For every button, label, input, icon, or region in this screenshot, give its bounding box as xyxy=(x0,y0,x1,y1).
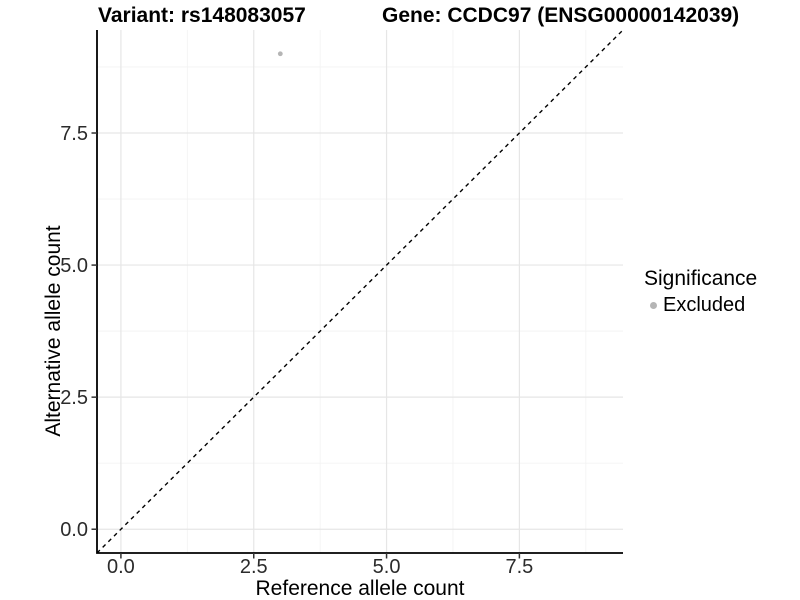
identity-reference-line xyxy=(96,29,624,554)
x-tick-label: 5.0 xyxy=(373,556,401,578)
y-tick-label: 5.0 xyxy=(60,255,88,277)
legend-key xyxy=(644,301,662,309)
plot-title-variant: Variant: rs148083057 xyxy=(98,4,306,27)
y-tick-label: 2.5 xyxy=(60,387,88,409)
plot-title-gene: Gene: CCDC97 (ENSG00000142039) xyxy=(382,4,740,27)
legend-item-label: Excluded xyxy=(663,293,746,316)
axis-lines xyxy=(96,30,623,554)
y-axis-title: Alternative allele count xyxy=(42,225,65,437)
y-tick-label: 0.0 xyxy=(60,519,88,541)
x-tick-label: 7.5 xyxy=(505,556,533,578)
x-axis-title: Reference allele count xyxy=(255,577,465,600)
legend: Significance Excluded xyxy=(644,266,757,317)
data-point xyxy=(277,51,283,57)
legend-key-dot xyxy=(649,301,657,309)
x-tick-label: 0.0 xyxy=(107,556,135,578)
y-tick-label: 7.5 xyxy=(60,123,88,145)
legend-title: Significance xyxy=(644,267,758,290)
x-tick-label: 2.5 xyxy=(240,556,268,578)
legend-item-excluded: Excluded xyxy=(644,293,757,317)
